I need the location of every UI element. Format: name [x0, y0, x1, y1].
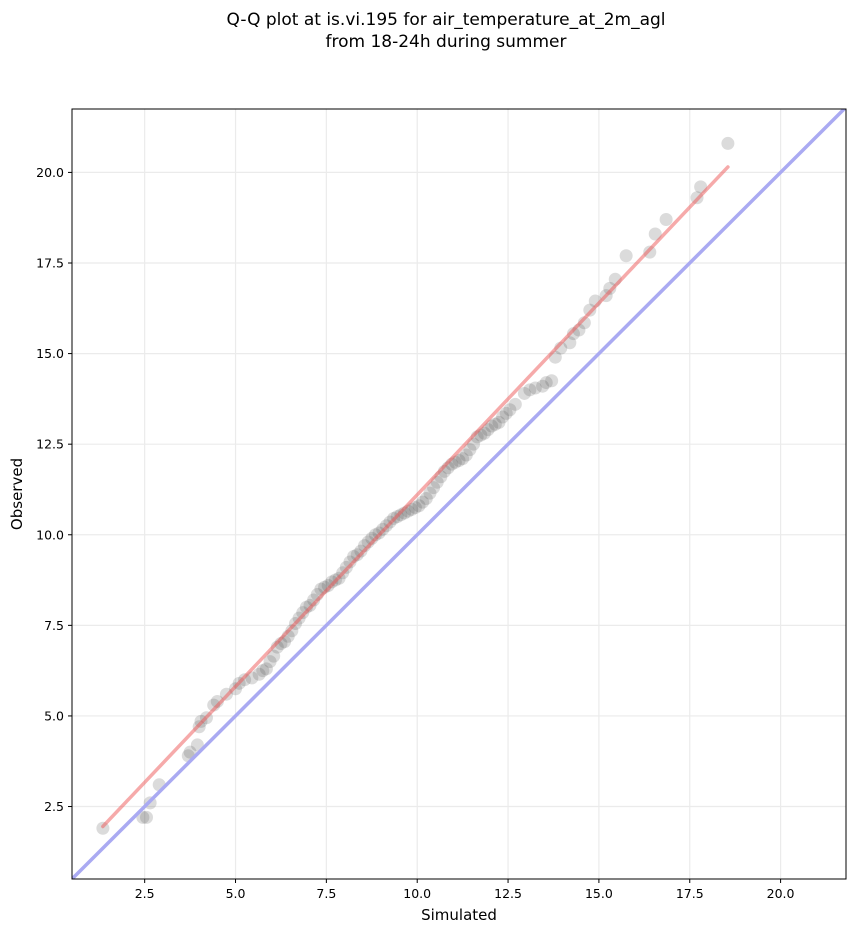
data-points [96, 136, 735, 835]
data-point [267, 649, 281, 663]
data-point [481, 423, 495, 437]
data-point [183, 745, 197, 759]
data-point [566, 327, 580, 341]
data-point [463, 443, 477, 457]
data-point [496, 410, 510, 424]
data-point [263, 655, 277, 669]
data-point [350, 548, 364, 562]
data-point [523, 383, 537, 397]
x-tick-label: 15.0 [585, 886, 613, 901]
data-point [619, 249, 633, 263]
data-point [256, 664, 270, 678]
y-tick-label: 15.0 [36, 346, 64, 361]
chart-subtitle: from 18-24h during summer [326, 32, 567, 52]
data-point [459, 448, 473, 462]
x-tick-label: 7.5 [316, 886, 336, 901]
data-point [307, 593, 321, 607]
y-tick-label: 20.0 [36, 165, 64, 180]
data-point [419, 492, 433, 506]
data-point [545, 374, 559, 388]
fit-line [101, 165, 730, 829]
y-tick-label: 5.0 [44, 708, 64, 723]
data-point [325, 575, 339, 589]
plot-frame [71, 108, 847, 880]
data-point [427, 481, 441, 495]
data-point [285, 624, 299, 638]
y-tick-label: 10.0 [36, 527, 64, 542]
data-point [139, 810, 153, 824]
data-point [503, 403, 517, 417]
y-tick-label: 17.5 [36, 256, 64, 271]
x-tick-label: 17.5 [676, 886, 704, 901]
data-point [416, 495, 430, 509]
data-point [343, 555, 357, 569]
x-tick-label: 2.5 [135, 886, 155, 901]
y-tick-label: 7.5 [44, 618, 64, 633]
data-point [238, 673, 252, 687]
data-point [368, 528, 382, 542]
data-point [408, 501, 422, 515]
x-tick-label: 5.0 [226, 886, 246, 901]
data-point [321, 578, 335, 592]
y-tick-label: 12.5 [36, 437, 64, 452]
data-point [508, 397, 522, 411]
data-point [412, 499, 426, 513]
x-axis-label: Simulated [421, 906, 497, 924]
data-point [488, 417, 502, 431]
data-point [603, 281, 617, 295]
data-point [721, 136, 735, 150]
data-point [354, 544, 368, 558]
x-tick-label: 20.0 [767, 886, 795, 901]
data-point [648, 227, 662, 241]
data-point [528, 381, 542, 395]
data-point [499, 406, 513, 420]
data-point [136, 810, 150, 824]
y-tick-label: 2.5 [44, 799, 64, 814]
data-point [659, 213, 673, 227]
data-point [259, 662, 273, 676]
x-tick-label: 12.5 [494, 886, 522, 901]
data-point [423, 486, 437, 500]
data-point [536, 379, 550, 393]
data-point [452, 453, 466, 467]
data-point [394, 508, 408, 522]
data-point [539, 376, 553, 390]
data-point [517, 386, 531, 400]
data-point [252, 667, 266, 681]
data-point [456, 452, 470, 466]
grid [72, 109, 846, 879]
data-point [492, 415, 506, 429]
chart-title: Q-Q plot at is.vi.195 for air_temperatur… [226, 10, 665, 30]
axis-ticks: 2.5 5.0 7.5 10.0 12.5 15.0 17.5 20.0 2.5 5.0 7.5 10… [36, 165, 794, 901]
data-point [190, 738, 204, 752]
data-point [477, 426, 491, 440]
reference-lines [72, 109, 846, 879]
y-axis-label: Observed [8, 458, 26, 530]
data-point [485, 419, 499, 433]
identity-line [72, 109, 846, 879]
x-tick-label: 10.0 [403, 886, 431, 901]
data-point [296, 606, 310, 620]
